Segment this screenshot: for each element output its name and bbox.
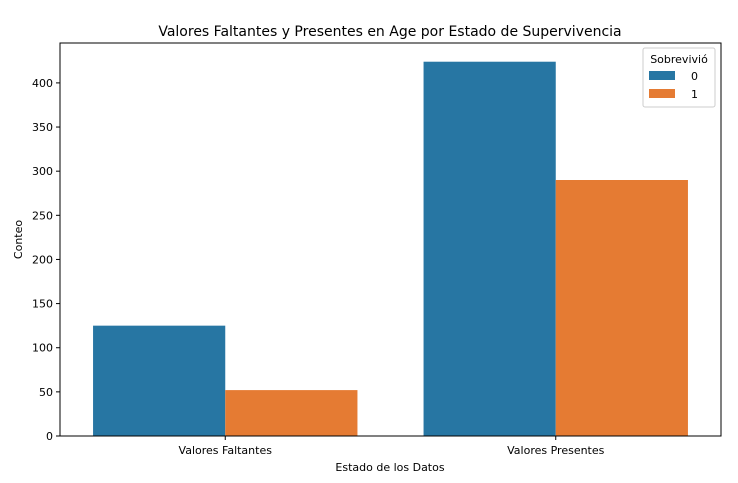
y-tick-label: 150 xyxy=(32,298,53,311)
x-axis-ticks: Valores Faltantes Valores Presentes xyxy=(179,436,605,457)
plot-frame xyxy=(59,42,722,437)
y-axis-ticks: 0 50 100 150 200 250 300 350 400 xyxy=(32,77,60,443)
legend-title: Sobrevivió xyxy=(650,53,708,66)
y-tick-label: 250 xyxy=(32,209,53,222)
legend-label-1: 1 xyxy=(691,88,698,101)
x-axis-label: Estado de los Datos xyxy=(335,461,444,474)
bar-faltantes-sobrevivio-0 xyxy=(93,325,226,436)
bars-group xyxy=(93,61,688,437)
y-tick-label: 100 xyxy=(32,342,53,355)
y-tick-label: 50 xyxy=(39,386,53,399)
legend-items: 01 xyxy=(649,70,698,101)
bar-presentes-sobrevivio-0 xyxy=(423,61,556,437)
chart-title: Valores Faltantes y Presentes en Age por… xyxy=(158,24,621,40)
y-tick-label: 400 xyxy=(32,77,53,90)
y-tick-label: 300 xyxy=(32,165,53,178)
legend: Sobrevivió 01 xyxy=(642,47,716,108)
x-tick-label: Valores Presentes xyxy=(507,444,605,457)
legend-swatch-1 xyxy=(649,89,675,98)
bar-presentes-sobrevivio-1 xyxy=(555,180,688,436)
bar-faltantes-sobrevivio-1 xyxy=(225,390,358,436)
y-tick-label: 200 xyxy=(32,253,53,266)
y-tick-label: 350 xyxy=(32,121,53,134)
legend-label-0: 0 xyxy=(691,70,698,83)
legend-swatch-0 xyxy=(649,71,675,80)
y-tick-label: 0 xyxy=(46,430,53,443)
x-tick-label: Valores Faltantes xyxy=(179,444,273,457)
y-axis-label: Conteo xyxy=(12,220,25,259)
